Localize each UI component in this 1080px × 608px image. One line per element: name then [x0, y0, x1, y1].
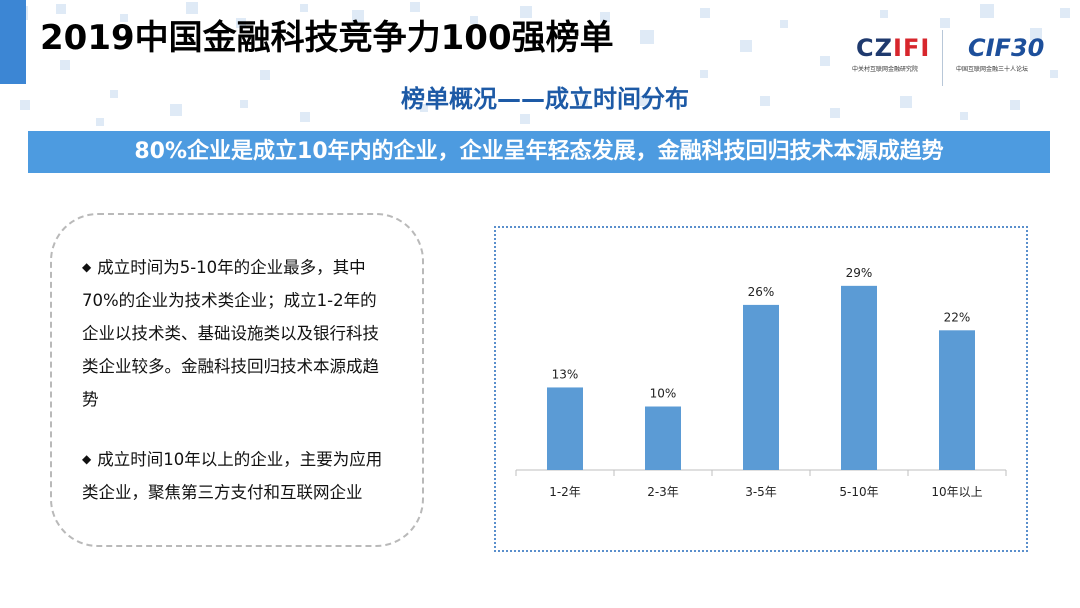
decor-square	[640, 96, 650, 106]
note-item: ◆ 成立时间10年以上的企业，主要为应用类企业，聚焦第三方支付和互联网企业	[82, 443, 392, 509]
decor-square	[20, 100, 30, 110]
data-label-3: 29%	[846, 266, 873, 280]
data-label-4: 22%	[944, 310, 971, 324]
decor-square	[1030, 28, 1042, 40]
decor-square	[240, 100, 248, 108]
summary-banner: 80%企业是成立10年内的企业，企业呈年轻态发展，金融科技回归技术本源成趋势	[28, 131, 1050, 173]
decor-square	[352, 10, 364, 22]
section-subtitle: 榜单概况——成立时间分布	[401, 85, 689, 113]
decor-square	[880, 10, 888, 18]
czifi-logo-text-b: IFI	[893, 34, 931, 62]
decor-square	[830, 108, 840, 118]
founding-time-bar-chart: 13% 1-2年 10% 2-3年 26% 3-5年 29% 5-10年 22% 10年以上	[515, 266, 1007, 499]
decor-square	[120, 14, 128, 22]
decor-square	[580, 100, 588, 108]
bar-2	[743, 304, 779, 470]
decor-square	[740, 40, 752, 52]
diamond-bullet-icon: ◆	[82, 260, 92, 274]
decor-square	[820, 56, 830, 66]
data-label-1: 10%	[650, 387, 677, 401]
x-tick-label-4: 10年以上	[931, 485, 982, 499]
decor-square	[700, 70, 708, 78]
cif30-logo-caption: 中国互联网金融三十人论坛	[956, 66, 1029, 73]
decor-square	[56, 4, 66, 14]
decor-square	[170, 104, 182, 116]
decor-square	[60, 60, 70, 70]
decor-square	[760, 96, 770, 106]
decor-square	[300, 4, 308, 12]
decor-square	[110, 90, 118, 98]
notes-box: ◆ 成立时间为5-10年的企业最多，其中70%的企业为技术类企业；成立1-2年的企…	[50, 213, 424, 547]
background-pattern	[0, 0, 1080, 135]
logo-group: CZIFI 中关村互联网金融研究院 CIF30 中国互联网金融三十人论坛	[846, 30, 1046, 86]
decor-square	[420, 104, 428, 112]
decor-square	[640, 30, 654, 44]
decor-square	[960, 112, 968, 120]
bar-4	[939, 330, 975, 470]
bar-0	[547, 387, 583, 470]
decor-square	[700, 8, 710, 18]
decor-square	[600, 12, 610, 22]
x-tick-label-2: 3-5年	[745, 485, 777, 499]
x-tick-label-3: 5-10年	[839, 485, 878, 499]
bar-3	[841, 285, 877, 470]
decor-square	[520, 6, 532, 18]
decor-square	[300, 112, 310, 122]
czifi-logo: CZIFI	[856, 34, 930, 62]
decor-square	[470, 16, 478, 24]
decor-square	[410, 2, 420, 12]
data-label-2: 26%	[748, 285, 775, 299]
note-item: ◆ 成立时间为5-10年的企业最多，其中70%的企业为技术类企业；成立1-2年的企…	[82, 251, 392, 416]
decor-square	[186, 2, 198, 14]
title-accent-bar	[0, 0, 26, 84]
x-tick-label-0: 1-2年	[549, 485, 581, 499]
decor-square	[1060, 8, 1070, 18]
page-title: 2019中国金融科技竞争力100强榜单	[40, 18, 614, 58]
cif30-logo: CIF30	[968, 34, 1045, 62]
decor-square	[520, 114, 530, 124]
data-label-0: 13%	[552, 367, 579, 381]
decor-square	[1050, 70, 1058, 78]
decor-square	[1010, 100, 1020, 110]
decor-square	[980, 4, 994, 18]
note-text: 成立时间为5-10年的企业最多，其中70%的企业为技术类企业；成立1-2年的企业…	[82, 258, 379, 409]
decor-square	[260, 70, 270, 80]
decor-square	[96, 118, 104, 126]
logo-divider	[942, 30, 943, 86]
decor-square	[780, 20, 788, 28]
czifi-logo-caption: 中关村互联网金融研究院	[852, 66, 919, 73]
x-tick-label-1: 2-3年	[647, 485, 679, 499]
decor-square	[236, 18, 246, 28]
decor-square	[940, 18, 950, 28]
decor-square	[900, 96, 912, 108]
note-text: 成立时间10年以上的企业，主要为应用类企业，聚焦第三方支付和互联网企业	[82, 450, 383, 502]
chart-frame: 13% 1-2年 10% 2-3年 26% 3-5年 29% 5-10年 22% 10年以上	[494, 226, 1028, 552]
bar-1	[645, 406, 681, 470]
diamond-bullet-icon: ◆	[82, 452, 92, 466]
czifi-logo-text-a: CZ	[856, 34, 894, 62]
